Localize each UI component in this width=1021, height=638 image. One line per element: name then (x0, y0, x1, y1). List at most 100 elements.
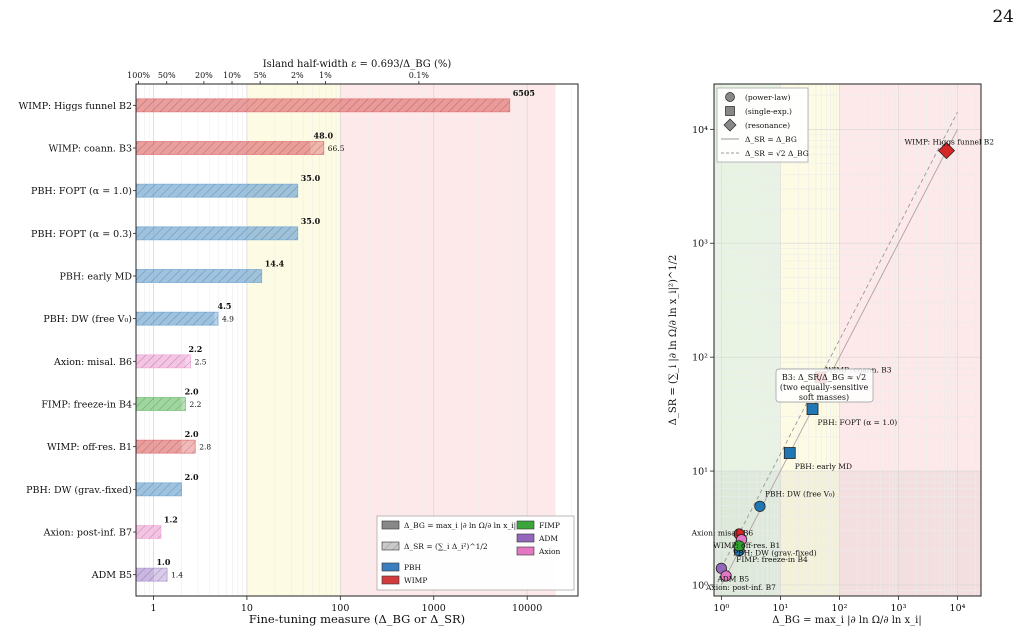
sr-value-label: 66.5 (328, 144, 345, 153)
annotation-line: B3: Δ_SR/Δ_BG ≈ √2 (782, 373, 866, 382)
point-label: PBH: DW (free V₀) (765, 489, 835, 498)
legend-swatch (516, 546, 535, 556)
category-label: PBH: early MD (60, 272, 133, 283)
bar-chart-value-labels: 650548.066.535.035.014.44.54.92.22.52.02… (156, 88, 535, 580)
category-label: PBH: FOPT (α = 1.0) (31, 186, 132, 197)
bg-value-label: 1.2 (164, 515, 178, 525)
bar-chart-legend-box (376, 515, 575, 591)
sr-value-label: 4.9 (222, 315, 234, 324)
sr-value-label: 1.4 (171, 571, 183, 580)
bg-value-label: 2.0 (185, 472, 199, 482)
annotation-line: (two equally-sensitive (780, 383, 869, 392)
bar-chart-grid (138, 84, 573, 596)
x-tick-label: 10 (241, 603, 253, 614)
y-tick-label: 10⁴ (692, 125, 708, 136)
category-label: PBH: FOPT (α = 0.3) (31, 229, 132, 240)
legend-label: ADM (538, 534, 558, 543)
page-number: 24 (992, 7, 1014, 27)
point-label: WIMP: off-res. B1 (713, 541, 780, 550)
region-band (246, 84, 341, 596)
x-tick-label: 1 (150, 603, 156, 614)
bg-value-label: 35.0 (301, 173, 321, 183)
legend-swatch (381, 575, 400, 585)
bg-value-label: 2.0 (185, 387, 199, 397)
legend-marker (725, 92, 735, 102)
bar-hatch (136, 525, 161, 539)
bar-hatch (136, 226, 298, 240)
point-label: PBH: FOPT (α = 1.0) (818, 418, 898, 427)
legend-marker (725, 106, 735, 116)
category-label: FIMP: freeze-in B4 (41, 400, 132, 411)
point-label: PBH: early MD (795, 462, 852, 471)
category-label: Axion: post-inf. B7 (43, 528, 132, 539)
bar-chart-regions (246, 84, 556, 596)
bg-value-label: 4.5 (218, 301, 232, 311)
annotation-line: soft masses) (799, 393, 849, 402)
scatter-legend: (power-law) (single-exp.) (resonance) Δ_SR … (716, 87, 809, 163)
point-circle (754, 500, 766, 512)
scatter-annotation: B3: Δ_SR/Δ_BG ≈ √2 (two equally-sensitive… (775, 368, 874, 403)
y-tick-label: 10¹ (692, 467, 708, 478)
legend-swatch (516, 520, 535, 530)
bar-hatch (136, 312, 218, 326)
point-square (806, 403, 819, 415)
x-tick-label: 10¹ (772, 603, 788, 614)
bg-value-label: 2.0 (185, 429, 199, 439)
legend-swatch (381, 520, 400, 530)
y-tick-label: 10⁰ (692, 580, 708, 591)
x-tick-label: 10² (831, 603, 847, 614)
sr-value-label: 2.8 (199, 443, 211, 452)
category-label: ADM B5 (91, 570, 132, 581)
bar-chart-top-axis-label: Island half-width ε = 0.693/Δ_BG (%) (263, 59, 452, 70)
scatter-points (715, 142, 956, 582)
x-tick-label: 100 (331, 603, 349, 614)
bar-hatch (136, 482, 182, 496)
bar-chart: 650548.066.535.035.014.44.54.92.22.52.02… (19, 59, 579, 626)
category-label: PBH: DW (grav.-fixed) (26, 485, 132, 496)
category-label: PBH: DW (free V₀) (43, 314, 132, 325)
scatter-y-axis-label: Δ_SR = (∑_i |∂ ln Ω/∂ ln x_i|²)^1/2 (668, 255, 679, 426)
point-label: PBH: DW (grav.-fixed) (733, 549, 817, 558)
legend-marker (723, 118, 737, 132)
bg-value-label: 14.4 (265, 259, 285, 269)
bar-hatch (136, 440, 196, 454)
x-tick-label: 1000 (422, 603, 446, 614)
legend-swatch-hatch (382, 542, 399, 550)
bar-hatch (136, 269, 262, 283)
reference-line (720, 111, 958, 569)
bar-chart-bars (135, 98, 511, 582)
point-circle (720, 570, 732, 582)
legend-label: (resonance) (745, 121, 790, 130)
bar-hatch (136, 141, 324, 155)
bg-value-label: 2.2 (188, 344, 202, 354)
legend-label: FIMP (539, 521, 560, 530)
bar-hatch (136, 98, 510, 112)
legend-label: Δ_SR = Δ_BG (745, 135, 797, 144)
bg-value-label: 1.0 (156, 557, 170, 567)
scatter-frame (713, 83, 982, 597)
legend-label: Axion (538, 547, 561, 556)
bar-chart-category-labels: WIMP: Higgs funnel B2 WIMP: coann. B3 PBH:… (19, 101, 136, 581)
top-tick-label: 1% (319, 71, 332, 80)
bar-hatch (136, 354, 191, 368)
y-tick-label: 10³ (692, 239, 708, 250)
legend-label: (single-exp.) (745, 107, 792, 116)
region-band (714, 471, 981, 596)
x-tick-label: 10³ (891, 603, 907, 614)
annotation-text: B3: Δ_SR/Δ_BG ≈ √2 (two equally-sensitive… (780, 373, 869, 402)
legend-label: Δ_SR = (∑_i Δ_i²)^1/2 (404, 542, 488, 551)
top-tick-label: 10% (223, 71, 241, 80)
point-label: WIMP: Higgs funnel B2 (904, 138, 994, 147)
legend-swatch (381, 562, 400, 572)
x-tick-label: 10000 (512, 603, 542, 614)
top-tick-label: 20% (195, 71, 213, 80)
category-label: Axion: misal. B6 (53, 357, 132, 368)
point-label: ADM B5 (716, 574, 749, 583)
bg-value-label: 48.0 (314, 131, 334, 141)
x-tick-label: 10⁴ (950, 603, 966, 614)
scatter-regions (714, 84, 981, 596)
scatter-y-ticks: 10⁰ 10¹ 10² 10³ 10⁴ (692, 125, 714, 591)
legend-label: Δ_SR = √2 Δ_BG (745, 149, 809, 158)
